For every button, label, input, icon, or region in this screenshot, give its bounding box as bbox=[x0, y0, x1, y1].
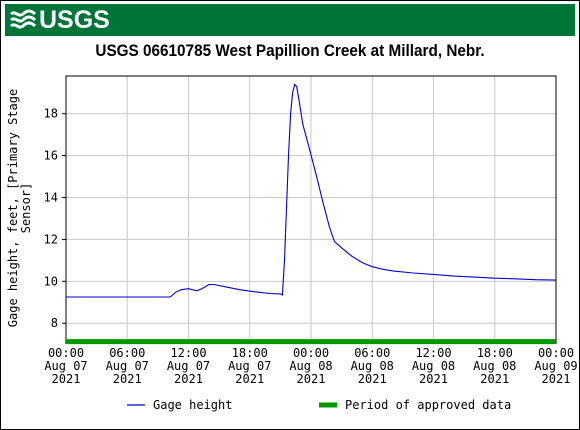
x-tick-label: Aug 08 bbox=[473, 359, 516, 373]
logo-text: USGS bbox=[39, 5, 110, 34]
legend-item-approved-data: Period of approved data bbox=[319, 398, 511, 412]
y-tick-label: 18 bbox=[44, 107, 58, 121]
x-tick-label: 2021 bbox=[542, 372, 571, 386]
x-tick-label: 12:00 bbox=[170, 346, 206, 360]
legend: Gage height Period of approved data bbox=[0, 398, 580, 420]
x-tick-label: Aug 07 bbox=[228, 359, 271, 373]
x-tick-label: 06:00 bbox=[354, 346, 390, 360]
x-tick-label: 2021 bbox=[235, 372, 264, 386]
legend-swatch-gage-height bbox=[127, 404, 145, 406]
x-tick-label: 2021 bbox=[358, 372, 387, 386]
header-bar: USGS bbox=[5, 4, 575, 36]
grid-lines bbox=[66, 76, 556, 340]
y-tick-label: 10 bbox=[44, 274, 58, 288]
y-tick-label: 12 bbox=[44, 232, 58, 246]
legend-label-approved-data: Period of approved data bbox=[345, 398, 512, 412]
chart-title: USGS 06610785 West Papillion Creek at Mi… bbox=[95, 41, 485, 60]
x-tick-label: 2021 bbox=[419, 372, 448, 386]
y-axis-ticks: 8 10 12 14 16 18 bbox=[44, 107, 66, 330]
y-tick-label: 14 bbox=[44, 191, 58, 205]
x-tick-label: Aug 08 bbox=[351, 359, 394, 373]
x-tick-label: 2021 bbox=[297, 372, 326, 386]
x-tick-label: Aug 08 bbox=[289, 359, 332, 373]
x-tick-label: 2021 bbox=[174, 372, 203, 386]
x-tick-label: Aug 09 bbox=[534, 359, 577, 373]
legend-label-gage-height: Gage height bbox=[153, 398, 233, 412]
x-tick-label: 2021 bbox=[113, 372, 142, 386]
y-axis-label-line2: Sensor] bbox=[19, 183, 33, 234]
x-tick-label: Aug 07 bbox=[106, 359, 149, 373]
y-tick-label: 8 bbox=[51, 316, 58, 330]
series-line-gage-height bbox=[66, 83, 557, 298]
x-tick-label: 18:00 bbox=[477, 346, 513, 360]
x-tick-label: Aug 08 bbox=[412, 359, 455, 373]
x-tick-label: 00:00 bbox=[538, 346, 574, 360]
legend-item-gage-height: Gage height bbox=[127, 398, 232, 412]
x-tick-label: Aug 07 bbox=[44, 359, 87, 373]
usgs-logo: USGS bbox=[10, 4, 110, 36]
x-tick-label: 2021 bbox=[480, 372, 509, 386]
x-tick-label: Aug 07 bbox=[167, 359, 210, 373]
x-tick-label: 18:00 bbox=[232, 346, 268, 360]
usgs-wave-icon bbox=[10, 9, 36, 29]
x-tick-label: 00:00 bbox=[48, 346, 84, 360]
y-tick-label: 16 bbox=[44, 149, 58, 163]
y-axis-label-line1: Gage height, feet, [Primary Stage bbox=[6, 89, 20, 327]
x-tick-label: 06:00 bbox=[109, 346, 145, 360]
x-tick-label: 2021 bbox=[52, 372, 81, 386]
legend-swatch-approved-data bbox=[319, 402, 337, 408]
series-group bbox=[66, 83, 557, 345]
x-tick-label: 12:00 bbox=[415, 346, 451, 360]
x-tick-label: 00:00 bbox=[293, 346, 329, 360]
